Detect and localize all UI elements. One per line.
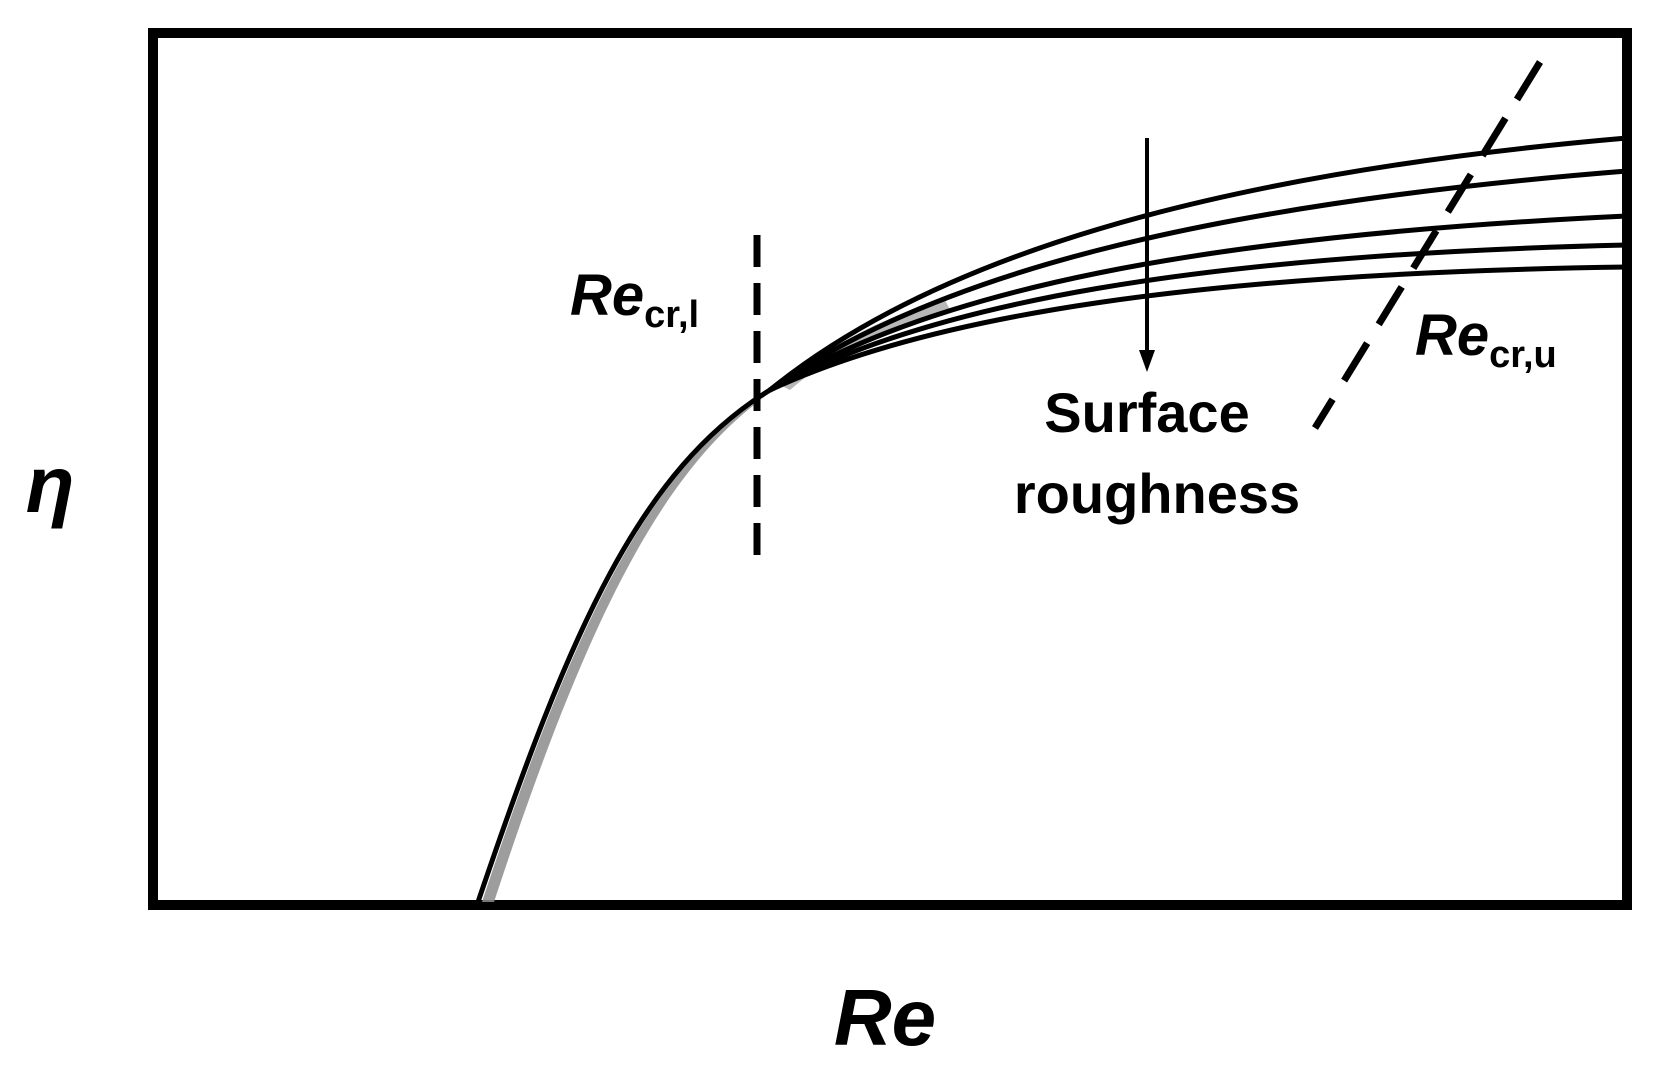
efficiency-curve-3	[767, 213, 1630, 393]
efficiency-curve-5	[767, 264, 1630, 393]
roughness-label-line1: Surface	[1044, 381, 1249, 444]
efficiency-curve-4	[767, 242, 1630, 393]
roughness-label-line2: roughness	[1014, 462, 1300, 525]
x-axis-label: Re	[834, 973, 936, 1062]
upper-critical-label: Recr,u	[1415, 303, 1557, 376]
curve-shading-band	[482, 396, 766, 902]
plot-frame	[148, 28, 1632, 910]
upper-critical-dashed-line	[1312, 60, 1543, 430]
efficiency-curves	[475, 135, 1630, 905]
lower-critical-label: Recr,l	[570, 263, 699, 336]
y-axis-label: η	[26, 440, 75, 529]
roughness-arrow-head	[1139, 350, 1155, 372]
efficiency-curve-2	[767, 168, 1630, 393]
